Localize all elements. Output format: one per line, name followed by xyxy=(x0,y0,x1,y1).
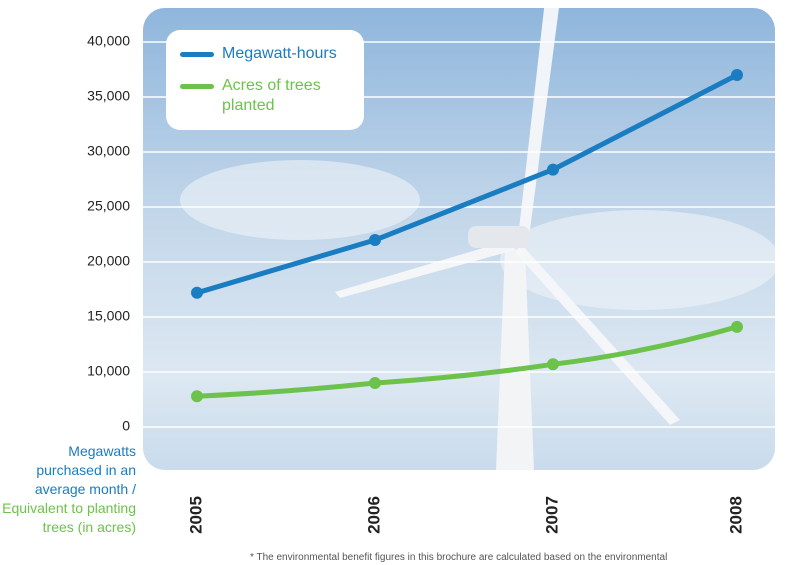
y-tick-label: 0 xyxy=(122,418,130,434)
data-point xyxy=(731,321,743,333)
data-point xyxy=(191,390,203,402)
data-point xyxy=(731,69,743,81)
page: {"chart_data": {"type": "line", "categor… xyxy=(0,0,795,565)
data-point xyxy=(369,234,381,246)
legend-swatch xyxy=(180,84,214,89)
legend: Megawatt-hours Acres of trees planted xyxy=(166,30,364,130)
x-tick-label: 2008 xyxy=(726,496,745,534)
data-point xyxy=(547,358,559,370)
legend-label: Acres of trees planted xyxy=(222,76,322,116)
y-tick-label: 40,000 xyxy=(87,33,130,49)
y-axis-label: Megawatts purchased in an average month … xyxy=(0,442,136,537)
legend-item: Acres of trees planted xyxy=(180,76,322,116)
y-tick-label: 20,000 xyxy=(87,253,130,269)
x-tick-label: 2006 xyxy=(364,496,383,534)
data-point xyxy=(191,287,203,299)
legend-swatch xyxy=(180,52,214,57)
footnote: * The environmental benefit figures in t… xyxy=(250,552,667,563)
y-tick-label: 25,000 xyxy=(87,198,130,214)
y-tick-label: 30,000 xyxy=(87,143,130,159)
x-tick-label: 2005 xyxy=(186,496,205,534)
y-axis-label-secondary: Equivalent to planting trees (in acres) xyxy=(0,499,136,537)
y-tick-label: 10,000 xyxy=(87,363,130,379)
data-point xyxy=(547,164,559,176)
x-tick-label: 2007 xyxy=(542,496,561,534)
y-tick-label: 15,000 xyxy=(87,308,130,324)
y-tick-label: 35,000 xyxy=(87,88,130,104)
y-axis-label-primary: Megawatts purchased in an average month … xyxy=(0,442,136,499)
legend-label: Megawatt-hours xyxy=(222,44,342,64)
data-point xyxy=(369,377,381,389)
legend-item: Megawatt-hours xyxy=(180,44,342,64)
